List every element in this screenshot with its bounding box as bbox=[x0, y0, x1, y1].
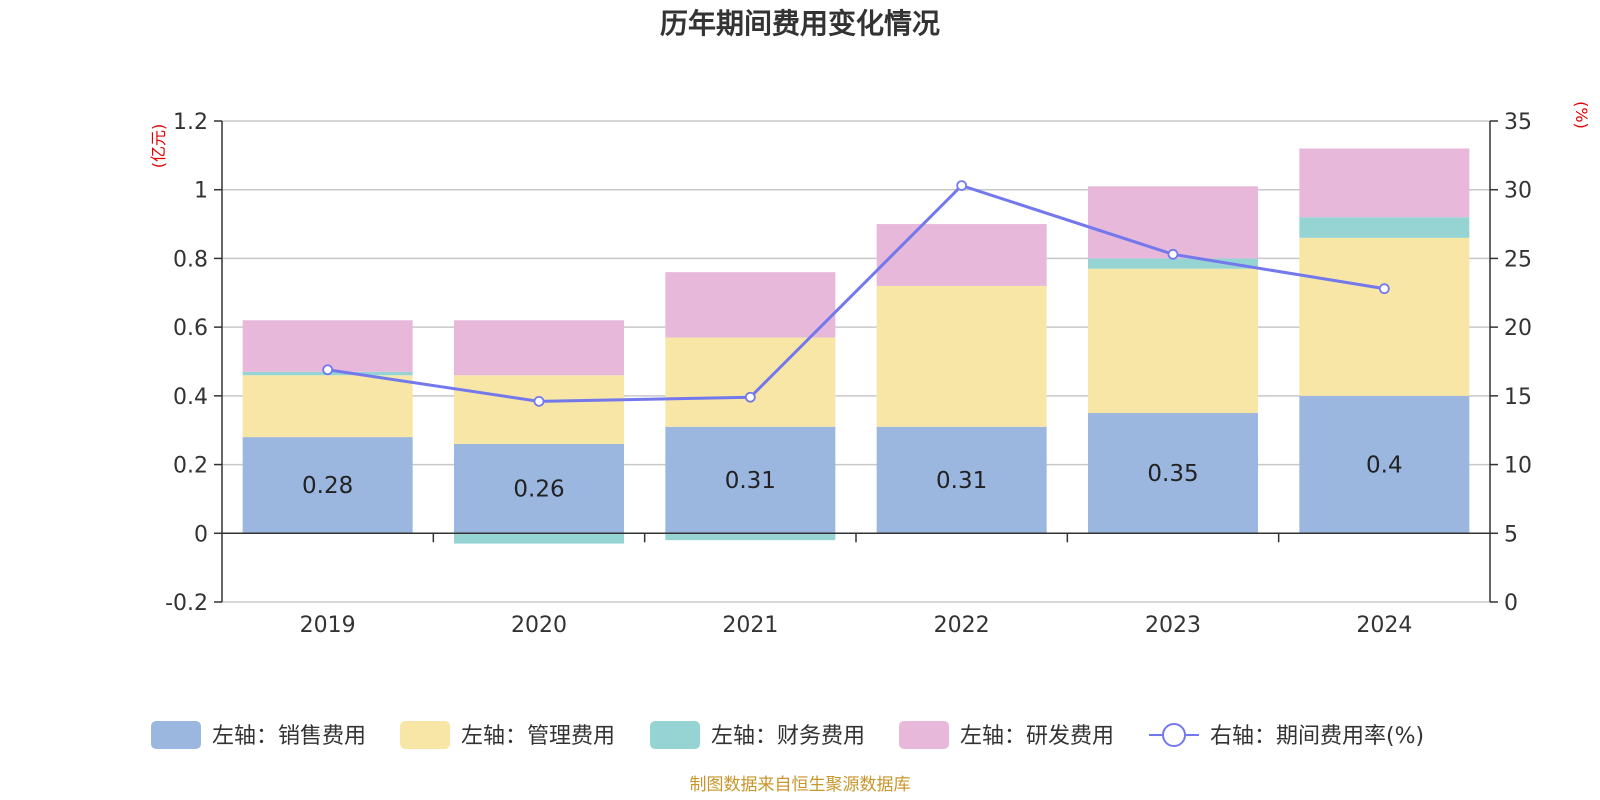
data-label: 0.26 bbox=[513, 477, 564, 503]
legend-swatch bbox=[400, 721, 450, 749]
bar--2022 bbox=[876, 285, 1047, 427]
right-axis-tick-label: 15 bbox=[1504, 385, 1532, 410]
grid-lines bbox=[222, 120, 1490, 603]
legend-label: 左轴：销售费用 bbox=[212, 724, 366, 749]
bar--2020 bbox=[454, 533, 624, 544]
right-axis-tick-label: 20 bbox=[1504, 316, 1532, 341]
source-note: 制图数据来自恒生聚源数据库 bbox=[690, 775, 911, 795]
data-label: 0.31 bbox=[936, 468, 987, 494]
left-axis-tick-label: 0.6 bbox=[173, 316, 208, 341]
left-axis-tick-label: 0.8 bbox=[173, 247, 208, 272]
rate-point bbox=[1167, 248, 1179, 260]
left-axis-tick-label: 0 bbox=[194, 522, 208, 547]
x-axis-label-2020: 2020 bbox=[511, 613, 567, 638]
bar--2024 bbox=[1299, 237, 1470, 396]
legend-swatch bbox=[899, 721, 949, 749]
bar--2024 bbox=[1299, 217, 1470, 238]
x-axis-label-2021: 2021 bbox=[722, 613, 778, 638]
legend: 左轴：销售费用 左轴：管理费用 左轴：财务费用 左轴：研发费用 右轴：期间费用率(%) bbox=[151, 721, 1424, 749]
right-axis-tick-label: 35 bbox=[1504, 110, 1532, 135]
bar--2021 bbox=[665, 426, 836, 534]
left-axis-tick-label: -0.2 bbox=[165, 591, 208, 616]
bar--2024 bbox=[1299, 148, 1470, 218]
bar--2023 bbox=[1088, 413, 1258, 534]
data-label: 0.4 bbox=[1366, 453, 1403, 479]
rate-point bbox=[322, 364, 334, 376]
bar--2023 bbox=[1088, 258, 1258, 269]
bar--2022 bbox=[876, 224, 1047, 286]
data-labels: 0.28 0.26 0.31 0.31 0.35 0.4 bbox=[302, 453, 1403, 503]
bar--2020 bbox=[454, 320, 624, 376]
bar--2022 bbox=[876, 426, 1047, 534]
right-axis-tick-label: 5 bbox=[1504, 522, 1518, 547]
left-axis-tick-label: 1.2 bbox=[173, 110, 208, 135]
left-axis-tick-label: 1 bbox=[194, 179, 208, 204]
bar--2019 bbox=[242, 437, 413, 534]
rate-point bbox=[1378, 283, 1390, 295]
left-axis-tick-label: 0.2 bbox=[173, 454, 208, 479]
bar--2024 bbox=[1299, 395, 1470, 534]
legend-label: 右轴：期间费用率(%) bbox=[1210, 724, 1424, 749]
bar--2021 bbox=[665, 337, 836, 427]
legend-label: 左轴：管理费用 bbox=[461, 724, 615, 749]
bar--2021 bbox=[665, 533, 836, 541]
legend-swatch bbox=[151, 721, 201, 749]
axes: -0.2 0 0.2 0.4 0.6 0.8 1 1.2 0 5 10 15 20 25 30 35 2019 2… bbox=[165, 110, 1532, 638]
bar--2023 bbox=[1088, 186, 1258, 259]
bar--2020 bbox=[454, 443, 624, 534]
bar--2023 bbox=[1088, 268, 1258, 414]
bar-series bbox=[242, 148, 1470, 544]
bar--2020 bbox=[454, 375, 624, 444]
legend-label: 左轴：财务费用 bbox=[711, 724, 865, 749]
x-axis-label-2023: 2023 bbox=[1145, 613, 1201, 638]
rate-line bbox=[327, 183, 1385, 403]
data-label: 0.35 bbox=[1147, 461, 1198, 487]
right-axis-tick-label: 10 bbox=[1504, 454, 1532, 479]
bar--2019 bbox=[242, 375, 413, 438]
bar--2021 bbox=[665, 272, 836, 338]
right-axis-tick-label: 0 bbox=[1504, 591, 1518, 616]
rate-point bbox=[744, 391, 756, 403]
rate-point bbox=[533, 395, 545, 407]
legend-label: 左轴：研发费用 bbox=[960, 724, 1114, 749]
right-axis-tick-label: 25 bbox=[1504, 247, 1532, 272]
left-axis-tick-label: 0.4 bbox=[173, 385, 208, 410]
legend-swatch bbox=[650, 721, 700, 749]
legend-marker bbox=[1162, 723, 1186, 747]
rate-point bbox=[956, 180, 968, 191]
x-axis-label-2024: 2024 bbox=[1356, 613, 1412, 638]
x-axis-label-2019: 2019 bbox=[300, 613, 356, 638]
rate-line-series bbox=[322, 180, 1390, 407]
chart-title: 历年期间费用变化情况 bbox=[660, 7, 940, 40]
left-axis-unit: (亿元) bbox=[149, 124, 168, 169]
bar--2019 bbox=[242, 320, 413, 372]
data-label: 0.28 bbox=[302, 473, 353, 499]
right-axis-unit: (%) bbox=[1572, 101, 1591, 129]
right-axis-tick-label: 30 bbox=[1504, 179, 1532, 204]
x-axis-label-2022: 2022 bbox=[934, 613, 990, 638]
data-label: 0.31 bbox=[725, 468, 776, 494]
